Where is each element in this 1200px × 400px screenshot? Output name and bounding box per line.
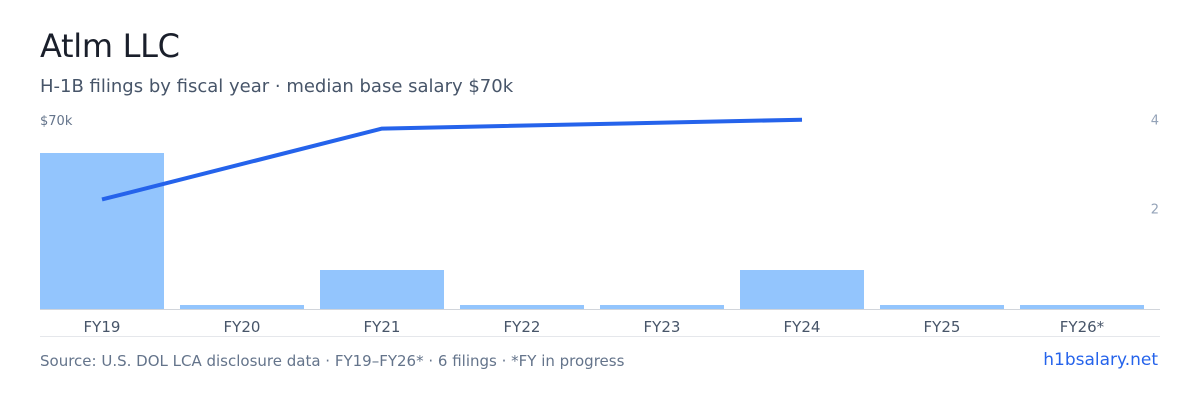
- bar-fy25: [880, 305, 1004, 309]
- source-note: Source: U.S. DOL LCA disclosure data · F…: [40, 352, 625, 370]
- right-axis-tick-label: 4: [1151, 114, 1159, 129]
- x-tick-label: FY24: [784, 318, 821, 336]
- bar-fy23: [600, 305, 724, 309]
- x-tick-label: FY23: [644, 318, 681, 336]
- bar-fy26-star: [1020, 305, 1144, 309]
- salary-line: [101, 117, 803, 202]
- left-axis-tick-label: $70k: [40, 114, 73, 129]
- site-link[interactable]: h1bsalary.net: [1043, 350, 1158, 370]
- bar-fy21: [320, 270, 444, 309]
- bar-fy24: [740, 270, 864, 309]
- bars-layer: [40, 153, 1144, 309]
- x-tick-label: FY22: [504, 318, 541, 336]
- x-tick-label: FY21: [364, 318, 401, 336]
- bar-fy20: [180, 305, 304, 309]
- x-tick-label: FY25: [924, 318, 961, 336]
- axis-layer: FY19 FY20 FY21 FY22 FY23 FY24 FY25 FY26* $70k 2 4: [40, 114, 1160, 337]
- bar-fy19: [40, 153, 164, 309]
- x-tick-label: FY26*: [1060, 318, 1105, 336]
- bar-fy22: [460, 305, 584, 309]
- right-axis-tick-label: 2: [1151, 202, 1159, 217]
- x-tick-label: FY19: [84, 318, 121, 336]
- line-layer: [101, 117, 803, 202]
- chart-title: Atlm LLC: [40, 27, 180, 65]
- x-tick-label: FY20: [224, 318, 261, 336]
- chart-subtitle: H-1B filings by fiscal year · median bas…: [40, 76, 514, 97]
